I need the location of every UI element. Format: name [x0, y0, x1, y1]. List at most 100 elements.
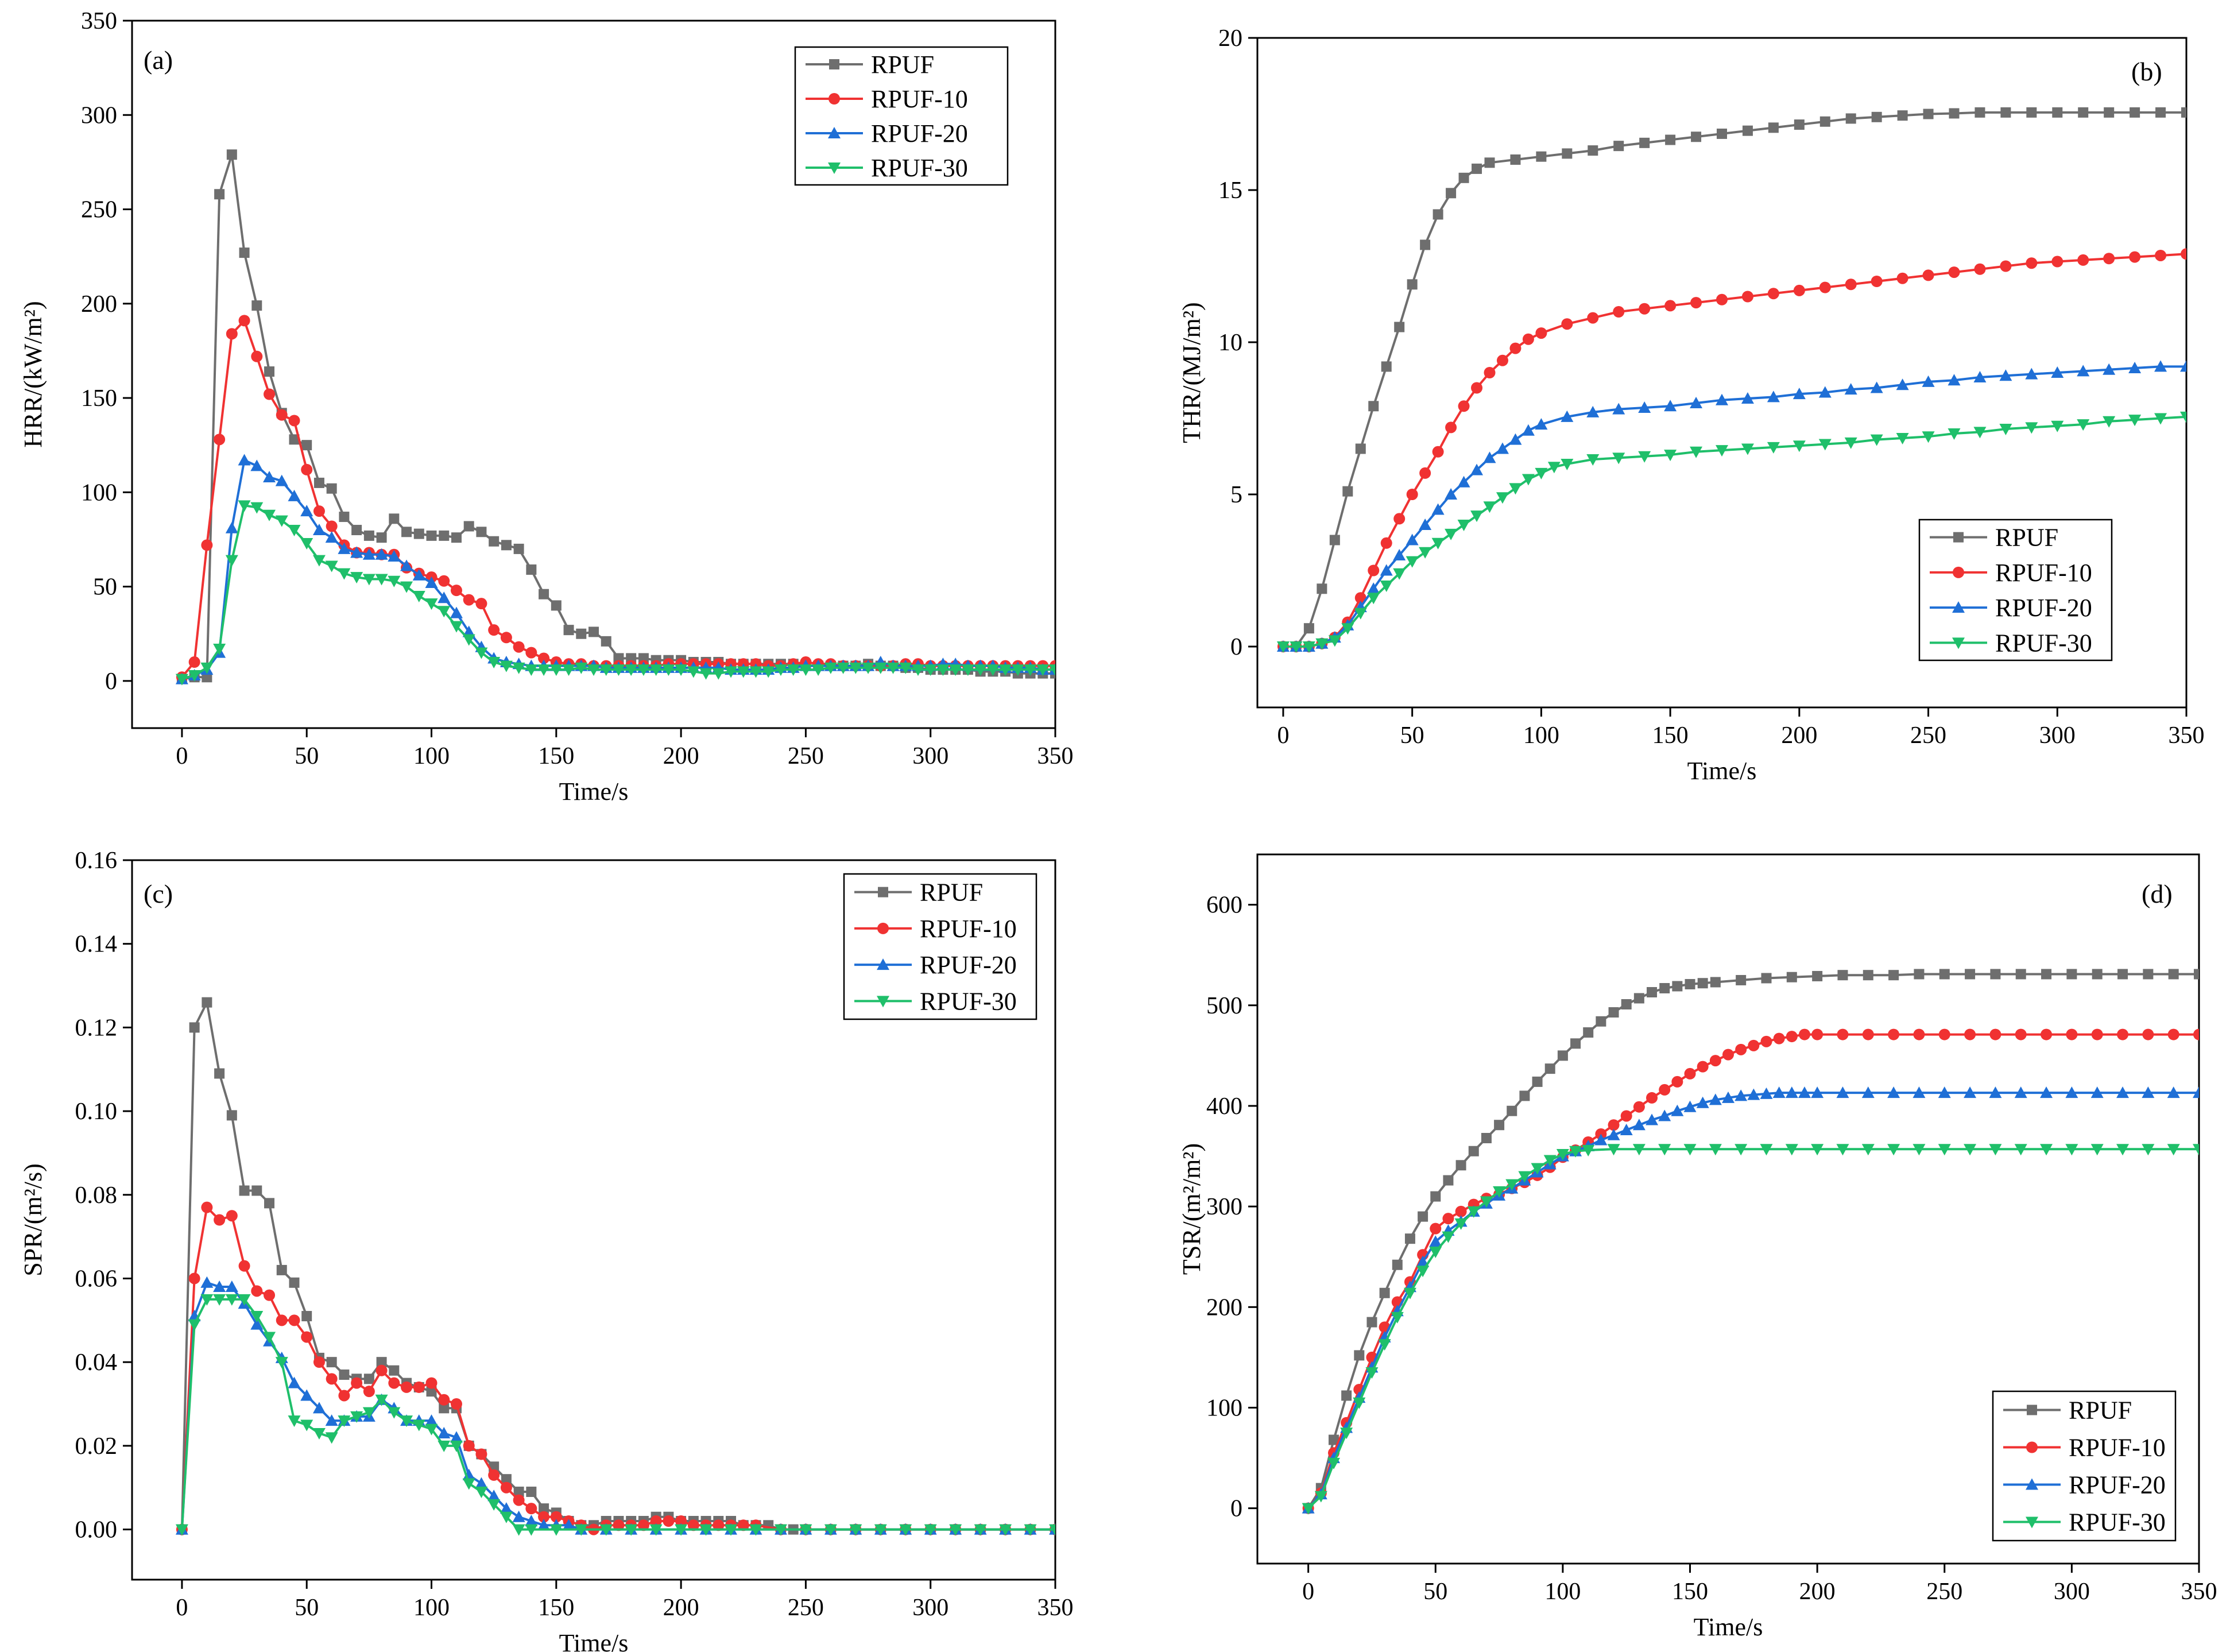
data-point: [2181, 248, 2186, 260]
data-point: [1442, 1213, 1454, 1225]
data-point: [2142, 1028, 2154, 1040]
data-point: [1620, 1123, 1633, 1135]
plot-frame: [131, 859, 1056, 1581]
data-point: [200, 1276, 214, 1288]
data-point: [1965, 969, 1976, 980]
data-point: [512, 1510, 525, 1522]
data-point: [312, 1402, 326, 1414]
data-point: [288, 1415, 301, 1427]
data-point: [1472, 163, 1482, 174]
data-point: [450, 1398, 462, 1410]
data-point: [251, 350, 263, 362]
series-line: [180, 1001, 1055, 1531]
data-point: [1024, 1524, 1037, 1536]
data-point: [799, 664, 812, 676]
data-point: [2180, 411, 2186, 423]
series-rpuf-30: [1276, 411, 2186, 653]
chart-panel-1: 0 50 100 150 200 250 300 350 0 50 100 150 200 250 300 3…: [19, 8, 1074, 806]
data-point: [1964, 1028, 1976, 1040]
legend-box: [843, 873, 1037, 1020]
data-point: [2193, 1086, 2199, 1098]
data-point: [1468, 1146, 1479, 1156]
data-point: [1696, 1096, 1709, 1108]
legend: RPUF RPUF-10 RPUF-20 RPUF-30: [794, 46, 1009, 186]
y-tick-label: 0.12: [75, 1015, 118, 1041]
data-point: [1379, 1287, 1390, 1298]
y-tick-label: 15: [1218, 177, 1242, 204]
data-point: [488, 1469, 500, 1481]
data-point: [2040, 1086, 2053, 1098]
data-point: [1612, 452, 1625, 465]
data-point: [202, 997, 212, 1008]
data-point: [501, 1474, 512, 1485]
data-point: [225, 1294, 238, 1306]
data-point: [1716, 293, 1728, 305]
data-point: [1697, 978, 1708, 989]
data-point: [2103, 363, 2116, 375]
data-point: [799, 1524, 812, 1536]
data-point: [400, 559, 413, 571]
x-axis-title: Time/s: [559, 777, 629, 806]
data-point: [1429, 1246, 1442, 1258]
data-point: [2193, 1144, 2199, 1156]
data-point: [312, 524, 326, 536]
data-point: [2015, 969, 2026, 980]
data-point: [487, 1489, 501, 1502]
data-point: [1887, 1086, 1900, 1098]
data-point: [2194, 969, 2199, 980]
y-tick-label: 0: [1230, 634, 1242, 660]
data-point: [1664, 450, 1677, 462]
data-point: [1543, 1155, 1557, 1167]
data-point: [911, 664, 924, 676]
data-point: [2181, 107, 2186, 118]
x-tick-label: 200: [1781, 722, 1817, 749]
data-point: [338, 1390, 350, 1402]
data-point: [1368, 401, 1379, 412]
data-point: [226, 328, 238, 340]
data-point: [1792, 440, 1806, 452]
data-point: [1716, 445, 1728, 457]
data-point: [1863, 970, 1873, 981]
data-point: [1938, 1028, 1950, 1040]
data-point: [525, 647, 537, 659]
data-point: [1608, 1007, 1619, 1018]
legend-label: RPUF-20: [871, 119, 968, 148]
data-point: [1496, 442, 1509, 454]
data-point: [500, 632, 512, 644]
data-point: [238, 454, 251, 466]
data-point: [1406, 533, 1419, 545]
data-point: [1736, 974, 1747, 985]
data-point: [313, 505, 325, 517]
data-point: [2129, 251, 2141, 263]
data-point: [1419, 547, 1432, 559]
data-point: [1845, 113, 1856, 124]
data-point: [263, 509, 276, 521]
data-point: [1353, 1397, 1366, 1409]
data-point: [1518, 1171, 1531, 1183]
data-point: [2041, 1028, 2053, 1040]
data-point: [525, 664, 538, 676]
series-line: [1307, 1092, 2199, 1509]
data-point: [1393, 513, 1406, 525]
data-point: [1496, 492, 1509, 504]
data-point: [824, 1524, 837, 1536]
data-point: [774, 1524, 787, 1536]
data-point: [1913, 1028, 1925, 1040]
chart-panel-3: 0 50 100 150 200 250 300 350 0.00 0.02 0.04 0.06 0.0…: [19, 848, 1074, 1652]
data-point: [2077, 419, 2090, 431]
data-point: [1722, 1049, 1734, 1061]
data-point: [388, 575, 401, 587]
data-point: [2104, 107, 2115, 118]
data-point: [1457, 520, 1470, 531]
data-point: [1697, 1061, 1709, 1073]
data-point: [275, 515, 288, 527]
data-point: [1949, 108, 1960, 119]
legend-label: RPUF-10: [920, 915, 1017, 943]
data-point: [675, 664, 688, 676]
series-line: [1283, 365, 2186, 648]
data-point: [288, 525, 301, 537]
data-point: [1939, 969, 1950, 980]
data-point: [2128, 415, 2142, 427]
data-point: [999, 1524, 1012, 1536]
data-point: [1818, 386, 1832, 398]
